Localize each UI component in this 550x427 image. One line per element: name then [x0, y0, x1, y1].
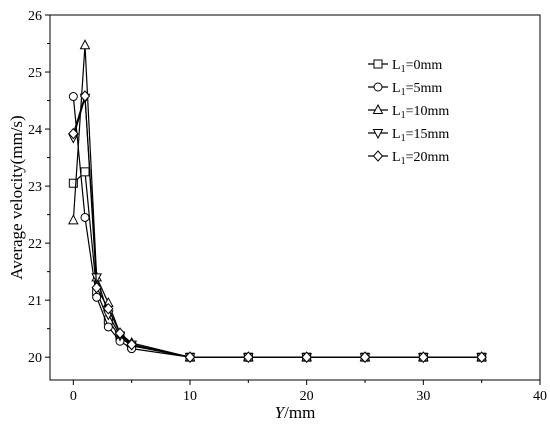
diamond-marker	[103, 302, 114, 315]
x-tick-label: 30	[416, 389, 430, 404]
y-tick-label: 26	[28, 9, 42, 24]
axis-ticks: 0 10 20 30 40 20 21 22 23 24 25 26	[28, 9, 547, 404]
series-1	[68, 167, 487, 362]
x-tick-label: 10	[183, 389, 197, 404]
diamond-marker	[476, 351, 487, 363]
triangle-up-marker	[372, 103, 384, 114]
legend-label: L1=20mm	[392, 150, 449, 167]
diamond-marker	[68, 127, 79, 140]
legend-item: L1=10mm	[368, 103, 449, 121]
x-tick-label: 0	[70, 389, 77, 404]
triangle-up-marker	[68, 214, 79, 225]
diamond-marker	[184, 351, 196, 363]
circle-marker	[103, 322, 113, 332]
y-tick-label: 20	[28, 351, 42, 366]
y-tick-label: 21	[28, 294, 42, 309]
y-tick-label: 24	[28, 123, 42, 138]
triangle-down-marker	[372, 129, 384, 140]
legend-item: L1=15mm	[368, 127, 449, 144]
diamond-marker	[126, 338, 137, 351]
square-marker	[68, 178, 78, 188]
y-axis-title: Average velocity(mm/s)	[7, 115, 26, 279]
legend-label: L1=5mm	[392, 81, 442, 98]
legend-label: L1=10mm	[392, 104, 449, 121]
circle-marker	[68, 92, 78, 102]
x-tick-label: 20	[300, 389, 314, 404]
diamond-marker	[372, 150, 384, 162]
x-axis-title: Y/mm	[275, 403, 316, 422]
series-line	[72, 95, 482, 358]
x-tick-label: 40	[533, 389, 547, 404]
triangle-up-marker	[79, 39, 91, 50]
diamond-marker	[301, 351, 312, 363]
circle-marker	[373, 82, 383, 92]
series-5	[68, 90, 487, 363]
diamond-marker	[243, 351, 254, 363]
legend-item: L1=0mm	[368, 58, 442, 75]
diamond-marker	[359, 351, 371, 363]
y-tick-label: 22	[28, 237, 42, 252]
diamond-marker	[418, 351, 429, 363]
y-tick-label: 23	[28, 180, 42, 195]
legend: L1=0mm L1=5mm L1=10mm L1=15mm L1=20mm	[368, 58, 449, 167]
square-marker	[80, 167, 90, 177]
y-tick-label: 25	[28, 66, 42, 81]
legend-item: L1=20mm	[368, 150, 449, 167]
plot-frame	[49, 14, 541, 381]
square-marker	[373, 59, 383, 69]
legend-label: L1=15mm	[392, 127, 449, 144]
plot-marks	[68, 39, 487, 364]
diamond-marker	[114, 327, 126, 339]
diamond-marker	[79, 90, 91, 102]
series-line	[72, 170, 482, 358]
diamond-marker	[91, 281, 102, 294]
legend-label: L1=0mm	[392, 58, 442, 75]
circle-marker	[92, 292, 102, 302]
legend-item: L1=5mm	[368, 81, 442, 98]
circle-marker	[80, 212, 90, 222]
